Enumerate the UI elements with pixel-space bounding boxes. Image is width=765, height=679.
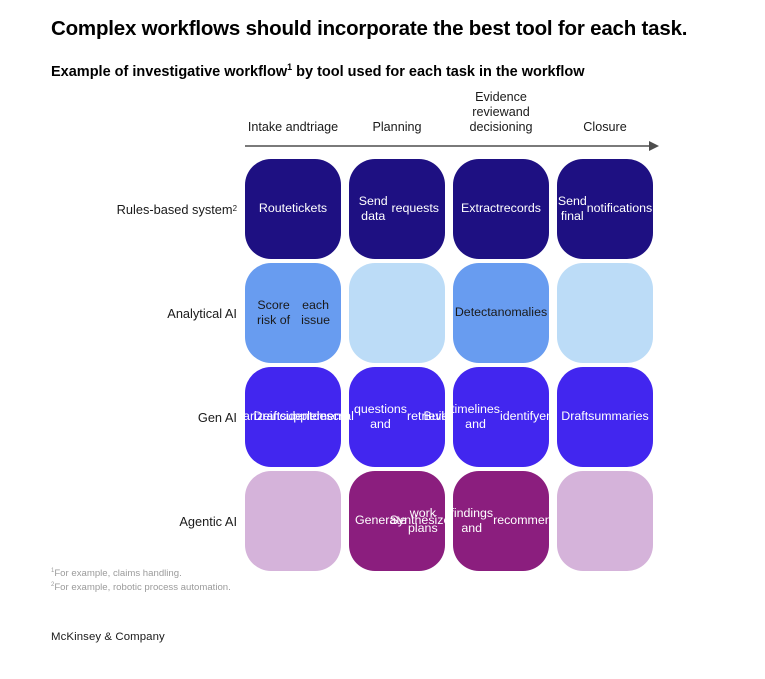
text-line: Summarize: [207, 409, 270, 424]
footnote-text: For example, robotic process automation.: [54, 581, 231, 593]
column-header-1: Intake andtriage: [245, 120, 341, 135]
matrix-cell-r1-c3[interactable]: Extract records: [453, 159, 549, 259]
matrix-cell-r2-c3[interactable]: Detect anomalies: [453, 263, 549, 363]
text-line: Send final: [557, 193, 587, 223]
text-line: Evidence review: [472, 90, 527, 119]
footnote-1: 1For example, claims handling.: [51, 567, 231, 581]
text-line: Build: [423, 409, 452, 424]
matrix-cell-r3-c4[interactable]: Draft summaries: [557, 367, 653, 467]
matrix-row: Analytical AI Score risk of each issue Dete…: [167, 263, 659, 363]
text-line: Synthesize: [389, 513, 451, 528]
subtitle-text-before: Example of investigative workflow: [51, 64, 288, 80]
text-line: Draft: [561, 409, 589, 424]
text-line: Extract: [461, 201, 500, 216]
text-line: and decisioning: [469, 105, 533, 134]
text-line: requests: [391, 201, 439, 216]
matrix-cell-r2-c1[interactable]: Score risk of each issue: [245, 263, 341, 363]
footnote-marker: 2: [51, 581, 55, 588]
matrix-cell-r4-c1[interactable]: [245, 471, 341, 571]
matrix-row: Rules-based system 2 Route tickets Send data…: [117, 159, 659, 259]
matrix-cell-r1-c1[interactable]: Route tickets: [245, 159, 341, 259]
text-line: tickets: [291, 201, 328, 216]
matrix-cell-r2-c2[interactable]: [349, 263, 445, 363]
column-header-row: Intake andtriage Planning Evidence reviewa…: [245, 90, 659, 135]
row-label-4: Agentic AI: [179, 471, 237, 571]
chart-subtitle: Example of investigative workflow1 by to…: [51, 62, 751, 82]
column-header-3: Evidence reviewand decisioning: [453, 90, 549, 135]
text-line: each issue: [301, 297, 331, 327]
text-line: work plans: [408, 505, 438, 535]
text-line: Planning: [372, 120, 422, 134]
text-line: timelines and: [451, 401, 500, 431]
column-header-2: Planning: [349, 120, 445, 135]
text-line: Draft: [253, 409, 281, 424]
footnotes: 1For example, claims handling. 2For examp…: [51, 567, 231, 594]
text-line: findings and: [450, 505, 494, 535]
row-label-1: Rules-based system 2: [116, 201, 237, 217]
matrix-cell-r4-c2[interactable]: Generate work plans: [349, 471, 445, 571]
text-line: questions and: [353, 401, 407, 431]
text-line: Send data: [358, 193, 388, 223]
text-line: Generate: [355, 513, 407, 528]
source-attribution: McKinsey & Company: [51, 631, 165, 643]
text-line: incident: [269, 409, 313, 424]
text-line: triage: [306, 120, 339, 134]
text-line: Closure: [583, 120, 627, 134]
matrix-row: Gen AI Summarize incident descriptions Draft…: [198, 367, 659, 467]
text-line: notifications: [586, 201, 653, 216]
row-label-text: Gen AI: [197, 409, 237, 425]
footnote-marker: 1: [51, 567, 55, 574]
text-line: recommend: [493, 513, 559, 528]
matrix-cell-r2-c4[interactable]: [557, 263, 653, 363]
text-line: Intake and: [247, 120, 307, 134]
footnote-text: For example, claims handling.: [54, 568, 182, 579]
text-line: Score risk of: [257, 297, 291, 327]
column-header-4: Closure: [557, 120, 653, 135]
matrix-row: Agentic AI Generate work plans Synthesize fi…: [179, 471, 659, 571]
row-label-text: Agentic AI: [179, 513, 237, 529]
text-line: retrieve: [406, 409, 449, 424]
text-line: anomalies: [490, 305, 548, 320]
matrix-cell-r1-c2[interactable]: Send data requests: [349, 159, 445, 259]
row-label-2: Analytical AI: [167, 263, 237, 363]
text-line: Route: [258, 201, 292, 216]
subtitle-footnote-marker: 1: [287, 62, 293, 73]
text-line: records: [499, 201, 541, 216]
row-label-3: Gen AI: [198, 367, 237, 467]
matrix-cell-r3-c1[interactable]: Summarize incident descriptions: [207, 367, 379, 467]
matrix-cell-r1-c4[interactable]: Send final notifications: [557, 159, 653, 259]
text-line: identify: [499, 409, 540, 424]
text-line: Detect: [454, 305, 491, 320]
text-line: supplemental: [280, 409, 354, 424]
workflow-matrix: Intake andtriage Planning Evidence reviewa…: [117, 90, 659, 571]
axis-line: [245, 145, 651, 147]
footnote-2: 2For example, robotic process automation…: [51, 581, 231, 595]
arrow-right-icon: [649, 140, 659, 151]
matrix-grid: Rules-based system 2 Route tickets Send data…: [117, 159, 659, 571]
page-title: Complex workflows should incorporate the…: [51, 17, 688, 40]
subtitle-text-after: by tool used for each task in the workfl…: [292, 64, 585, 80]
row-label-text: Analytical AI: [167, 305, 237, 321]
workflow-axis: [245, 140, 659, 152]
row-label-text: Rules-based system: [116, 201, 233, 217]
text-line: summaries: [588, 409, 649, 424]
matrix-cell-r4-c4[interactable]: [557, 471, 653, 571]
